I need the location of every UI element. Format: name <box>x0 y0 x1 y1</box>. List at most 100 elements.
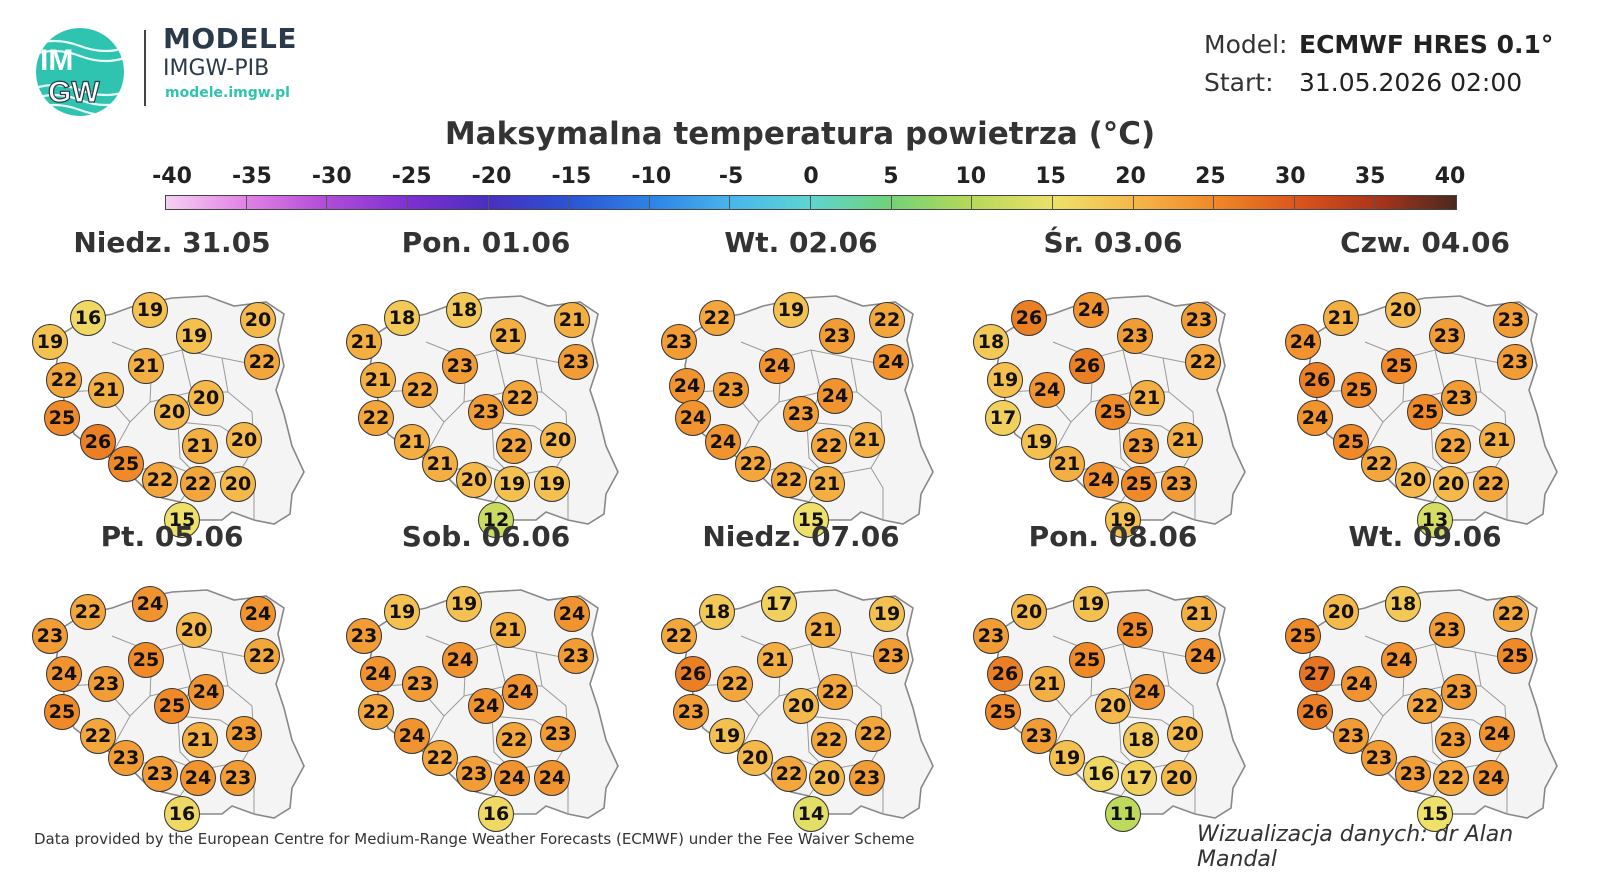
temperature-bubble: 24 <box>188 674 224 710</box>
temperature-bubble: 17 <box>1121 760 1157 796</box>
brand-url[interactable]: modele.imgw.pl <box>165 85 290 101</box>
temperature-bubble: 19 <box>1021 424 1057 460</box>
temperature-bubble: 22 <box>496 428 532 464</box>
temperature-bubble: 24 <box>873 344 909 380</box>
temperature-bubble: 21 <box>360 362 396 398</box>
temperature-bubble: 16 <box>478 796 514 832</box>
visualization-author: Wizualizacja danych: dr Alan Mandal <box>1197 822 1514 872</box>
forecast-panel: Pon. 08.06 23 20 19 25 21 25 24 26 21 24 25 20 18 20 23… <box>963 520 1263 832</box>
temperature-bubble: 18 <box>384 300 420 336</box>
temperature-bubble: 24 <box>1297 400 1333 436</box>
panel-date-title: Śr. 03.06 <box>1043 226 1183 259</box>
temperature-bubble: 22 <box>771 462 807 498</box>
temperature-bubble: 20 <box>809 760 845 796</box>
temperature-bubble: 22 <box>358 400 394 436</box>
temperature-bubble: 21 <box>1323 300 1359 336</box>
temperature-bubble: 25 <box>1285 618 1321 654</box>
temperature-bubble: 24 <box>1185 638 1221 674</box>
temperature-bubble: 21 <box>182 428 218 464</box>
colorbar-tick-line <box>326 195 328 210</box>
logo-divider <box>144 30 146 106</box>
temperature-bubble: 21 <box>1167 422 1203 458</box>
temperature-bubble: 12 <box>478 502 514 538</box>
temperature-bubble: 24 <box>534 760 570 796</box>
temperature-bubble: 16 <box>164 796 200 832</box>
temperature-bubble: 20 <box>1323 594 1359 630</box>
temperature-bubble: 16 <box>1083 756 1119 792</box>
temperature-bubble: 21 <box>490 318 526 354</box>
panel-date-title: Pt. 05.06 <box>100 520 244 553</box>
temperature-bubble: 23 <box>1395 756 1431 792</box>
temperature-bubble: 23 <box>849 760 885 796</box>
temperature-bubble: 21 <box>809 466 845 502</box>
temperature-bubble: 22 <box>180 466 216 502</box>
model-label: Model: <box>1204 30 1288 59</box>
colorbar-tick-line <box>406 195 408 210</box>
colorbar-tick-line <box>1374 195 1376 210</box>
colorbar-tick-line <box>648 195 650 210</box>
colorbar-tick-label: -30 <box>311 164 352 189</box>
colorbar-tick-line <box>1213 195 1215 210</box>
temperature-bubble: 26 <box>1069 348 1105 384</box>
temperature-bubble: 23 <box>442 348 478 384</box>
colorbar-tick-line <box>568 195 570 210</box>
colorbar-tick-label: -25 <box>391 164 432 189</box>
temperature-bubble: 18 <box>699 594 735 630</box>
temperature-bubble: 23 <box>1493 302 1529 338</box>
temperature-bubble: 19 <box>176 318 212 354</box>
temperature-bubble: 26 <box>1299 362 1335 398</box>
forecast-panel: Niedz. 31.05 19 16 19 19 20 21 22 22 21 20 25 20 21 20… <box>22 226 322 538</box>
temperature-bubble: 22 <box>771 756 807 792</box>
temperature-bubble: 21 <box>182 722 218 758</box>
colorbar-tick-line <box>1132 195 1134 210</box>
start-value: 31.05.2026 02:00 <box>1299 68 1523 97</box>
temperature-bubble: 25 <box>128 642 164 678</box>
temperature-bubble: 20 <box>1433 466 1469 502</box>
temperature-bubble: 22 <box>244 344 280 380</box>
temperature-bubble: 23 <box>713 372 749 408</box>
temperature-bubble: 22 <box>811 428 847 464</box>
temperature-colorbar <box>165 195 1457 210</box>
colorbar-tick-label: 40 <box>1434 164 1466 189</box>
temperature-bubble: 24 <box>1129 674 1165 710</box>
temperature-bubble: 24 <box>1479 716 1515 752</box>
temperature-bubble: 15 <box>1417 796 1453 832</box>
temperature-bubble: 21 <box>346 324 382 360</box>
temperature-bubble: 23 <box>226 716 262 752</box>
forecast-panel: Śr. 03.06 18 26 24 23 23 26 22 19 24 21 17 25 23 21 19 2… <box>963 226 1263 538</box>
temperature-bubble: 22 <box>661 618 697 654</box>
temperature-bubble: 24 <box>360 656 396 692</box>
forecast-panel: Wt. 02.06 23 22 19 23 22 24 24 24 23 24 24 23 22 21 24 2… <box>651 226 951 538</box>
temperature-bubble: 24 <box>759 348 795 384</box>
temperature-bubble: 24 <box>180 760 216 796</box>
temperature-bubble: 22 <box>699 300 735 336</box>
temperature-bubble: 20 <box>1385 292 1421 328</box>
colorbar-tick-label: 30 <box>1274 164 1306 189</box>
temperature-bubble: 24 <box>132 586 168 622</box>
temperature-bubble: 22 <box>717 666 753 702</box>
temperature-bubble: 25 <box>44 400 80 436</box>
brand-subtitle: IMGW-PIB <box>163 56 270 81</box>
colorbar-tick-label: 15 <box>1035 164 1066 189</box>
temperature-bubble: 20 <box>220 466 256 502</box>
temperature-bubble: 22 <box>1361 446 1397 482</box>
panel-date-title: Sob. 06.06 <box>401 520 571 553</box>
temperature-bubble: 24 <box>1381 642 1417 678</box>
temperature-bubble: 21 <box>490 612 526 648</box>
temperature-bubble: 22 <box>358 694 394 730</box>
temperature-bubble: 24 <box>442 642 478 678</box>
temperature-bubble: 23 <box>108 740 144 776</box>
temperature-bubble: 18 <box>446 292 482 328</box>
data-credit: Data provided by the European Centre for… <box>34 830 915 848</box>
temperature-bubble: 19 <box>446 586 482 622</box>
temperature-bubble: 22 <box>735 446 771 482</box>
temperature-bubble: 24 <box>468 688 504 724</box>
temperature-bubble: 25 <box>44 694 80 730</box>
temperature-bubble: 24 <box>494 760 530 796</box>
temperature-bubble: 25 <box>1381 348 1417 384</box>
colorbar-tick-label: 35 <box>1354 164 1386 189</box>
panel-date-title: Czw. 04.06 <box>1340 226 1510 259</box>
temperature-bubble: 22 <box>70 594 106 630</box>
temperature-bubble: 21 <box>1181 596 1217 632</box>
colorbar-tick-line <box>971 195 973 210</box>
